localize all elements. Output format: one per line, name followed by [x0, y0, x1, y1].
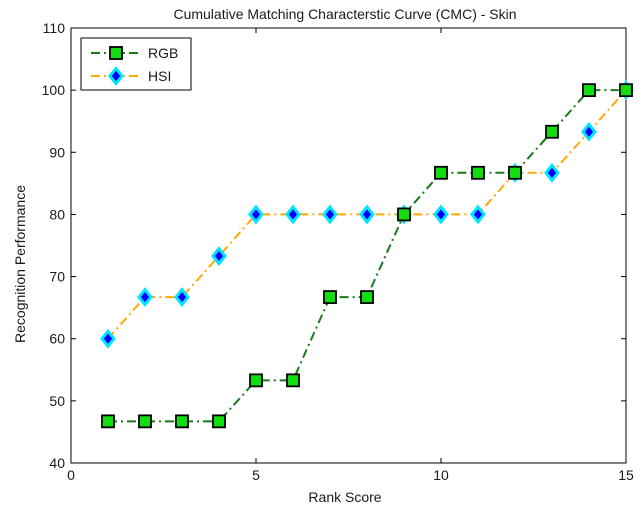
data-point-rgb [175, 414, 189, 429]
data-point-rgb [101, 414, 115, 429]
legend-swatch-marker [108, 66, 124, 86]
data-point-hsi [433, 204, 449, 225]
plot-area [100, 80, 634, 429]
y-tick-label: 70 [49, 269, 65, 285]
legend-swatch-marker [109, 46, 123, 60]
y-tick-label: 90 [49, 144, 65, 160]
data-point-rgb [286, 373, 300, 388]
data-point-rgb [212, 414, 226, 429]
y-tick-label: 80 [49, 206, 65, 222]
data-point-rgb [397, 207, 411, 222]
y-tick-label: 50 [49, 393, 65, 409]
chart-title: Cumulative Matching Characterstic Curve … [173, 6, 516, 22]
data-point-hsi [322, 204, 338, 225]
data-point-hsi [211, 246, 227, 266]
data-point-hsi [137, 287, 153, 307]
x-tick-label: 15 [618, 467, 634, 483]
data-point-rgb [471, 165, 485, 180]
legend-label: RGB [148, 45, 178, 61]
data-point-rgb [434, 165, 448, 180]
x-tick-label: 0 [67, 467, 75, 483]
plot-frame [70, 27, 627, 464]
data-point-hsi [544, 162, 560, 183]
x-tick-label: 5 [252, 467, 260, 483]
data-point-rgb [508, 165, 522, 180]
data-point-hsi [285, 204, 301, 225]
y-tick-label: 100 [42, 82, 66, 98]
data-point-rgb [582, 83, 596, 98]
y-tick-label: 40 [49, 455, 65, 471]
data-point-hsi [100, 328, 116, 349]
data-point-hsi [174, 287, 190, 307]
legend-box [80, 37, 192, 91]
data-point-hsi [248, 204, 264, 225]
y-axis-label: Recognition Performance [12, 185, 28, 343]
data-point-rgb [360, 290, 374, 304]
data-point-hsi [581, 121, 597, 142]
x-axis-label: Rank Score [308, 489, 381, 505]
data-point-rgb [545, 124, 559, 139]
data-point-rgb [323, 290, 337, 304]
x-tick-label: 10 [433, 467, 449, 483]
y-tick-label: 110 [43, 20, 66, 36]
data-point-rgb [249, 373, 263, 388]
legend-label: HSI [148, 68, 171, 84]
data-point-hsi [470, 204, 486, 225]
y-tick-label: 60 [49, 331, 65, 347]
data-point-rgb [619, 83, 633, 98]
axes: 0 5 10 15 40 50 60 70 80 90 100 110 [42, 20, 634, 483]
data-point-rgb [138, 414, 152, 429]
data-point-hsi [359, 204, 375, 225]
legend: RGB HSI [80, 37, 192, 91]
